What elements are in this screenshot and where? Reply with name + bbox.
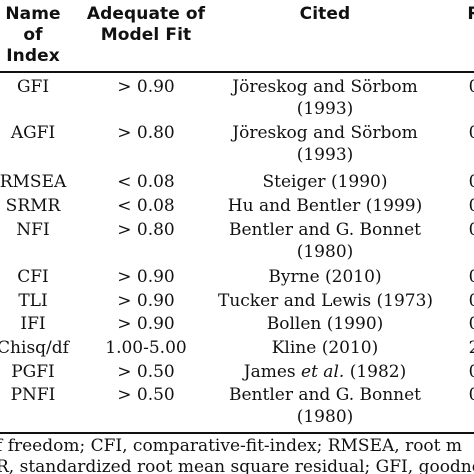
cell-fit-threshold: > 0.50 — [117, 362, 175, 382]
cell-citation: Steiger (1990) — [218, 171, 432, 193]
citation-line-1: Steiger (1990) — [218, 171, 432, 193]
cell-citation: Jöreskog and Sörbom (1993) — [218, 76, 432, 120]
citation-line-1: Bentler and G. Bonnet — [218, 219, 432, 241]
cell-result: 0 — [468, 314, 474, 334]
cell-result: 0 — [468, 172, 474, 192]
cell-citation: Bentler and G. Bonnet (1980) — [218, 384, 432, 428]
cell-index-name: PNFI — [10, 385, 56, 405]
cell-fit-threshold: > 0.90 — [117, 267, 175, 287]
citation-text: Bentler and G. Bonnet — [228, 385, 422, 405]
header-fit-text: Adequate of Model Fit — [86, 4, 206, 45]
cell-index-name: GFI — [16, 77, 50, 97]
citation-line-1: Jöreskog and Sörbom — [218, 122, 432, 144]
cell-index-name: TLI — [18, 291, 48, 311]
cell-index-name: CFI — [17, 267, 49, 287]
cell-fit-threshold: > 0.50 — [117, 385, 175, 405]
cell-result: 2 — [468, 338, 474, 358]
cell-fit-threshold: > 0.90 — [117, 77, 175, 97]
citation-text: Bentler and G. Bonnet — [228, 220, 422, 240]
cell-citation: Kline (2010) — [218, 337, 432, 359]
citation-line-1: Bentler and G. Bonnet — [218, 384, 432, 406]
cell-fit-threshold: < 0.08 — [117, 196, 175, 216]
cell-citation: Bentler and G. Bonnet (1980) — [218, 219, 432, 263]
citation-etal: et al. — [301, 362, 345, 382]
cell-index-name: IFI — [20, 314, 46, 334]
header-result: R — [464, 4, 474, 25]
citation-line-2: (1993) — [296, 99, 354, 119]
citation-text: Hu and Bentler (1999) — [227, 196, 423, 216]
cell-fit-threshold: > 0.90 — [117, 291, 175, 311]
citation-line-2: (1993) — [296, 145, 354, 165]
cell-fit-threshold: > 0.80 — [117, 123, 175, 143]
citation-text: Jöreskog and Sörbom — [232, 77, 418, 97]
footnote-line-2: R, standardized root mean square residua… — [0, 457, 474, 474]
citation-line-1: Jöreskog and Sörbom — [218, 76, 432, 98]
cell-index-name: RMSEA — [0, 172, 67, 192]
citation-text: James — [243, 362, 296, 382]
cell-citation: James et al. (1982) — [218, 361, 432, 383]
cell-citation: Tucker and Lewis (1973) — [218, 290, 434, 312]
cell-index-name: NFI — [16, 220, 50, 240]
cell-citation: Jöreskog and Sörbom (1993) — [218, 122, 432, 166]
cell-index-name: AGFI — [10, 123, 56, 143]
cell-result: 0 — [468, 267, 474, 287]
citation-text: Bollen (1990) — [266, 314, 384, 334]
cell-index-name: SRMR — [5, 196, 61, 216]
cell-fit-threshold: > 0.80 — [117, 220, 175, 240]
citation-text: Tucker and Lewis (1973) — [218, 291, 434, 311]
cell-result: 0 — [468, 123, 474, 143]
citation-line-1: Tucker and Lewis (1973) — [218, 290, 434, 312]
citation-text: Steiger (1990) — [262, 172, 388, 192]
cell-index-name: Chisq/df — [0, 338, 69, 358]
header-cited-text: Cited — [299, 4, 351, 24]
cell-citation: Bollen (1990) — [218, 313, 432, 335]
header-cited: Cited — [218, 4, 432, 25]
header-result-text: R — [467, 4, 474, 24]
cell-result: 0 — [468, 196, 474, 216]
footnote-line-1: f freedom; CFI, comparative-fit-index; R… — [0, 436, 463, 456]
citation-year: (1982) — [349, 362, 407, 382]
header-name-text: Name of Index — [5, 4, 61, 66]
cell-citation: Byrne (2010) — [218, 266, 432, 288]
cell-fit-threshold: 1.00-5.00 — [105, 338, 187, 358]
citation-line-1: Bollen (1990) — [218, 313, 432, 335]
citation-line-1: James et al. (1982) — [218, 361, 432, 383]
bottom-rule — [0, 432, 474, 434]
header-adequate-fit: Adequate of Model Fit — [86, 4, 206, 46]
citation-line-2: (1980) — [296, 407, 354, 427]
header-name-of-index: Name of Index — [0, 4, 72, 67]
cell-result: 0 — [468, 362, 474, 382]
citation-text: Byrne (2010) — [268, 267, 382, 287]
citation-line-1: Hu and Bentler (1999) — [218, 195, 432, 217]
cell-fit-threshold: > 0.90 — [117, 314, 175, 334]
citation-line-1: Kline (2010) — [218, 337, 432, 359]
cell-result: 0 — [468, 385, 474, 405]
citation-line-2: (1980) — [296, 242, 354, 262]
citation-text: Jöreskog and Sörbom — [232, 123, 418, 143]
cell-fit-threshold: < 0.08 — [117, 172, 175, 192]
header-rule — [0, 71, 474, 73]
cell-result: 0 — [468, 77, 474, 97]
citation-text: Kline (2010) — [271, 338, 379, 358]
cell-index-name: PGFI — [11, 362, 55, 382]
cell-result: 0 — [468, 220, 474, 240]
cell-result: 0 — [468, 291, 474, 311]
cell-citation: Hu and Bentler (1999) — [218, 195, 432, 217]
citation-line-1: Byrne (2010) — [218, 266, 432, 288]
